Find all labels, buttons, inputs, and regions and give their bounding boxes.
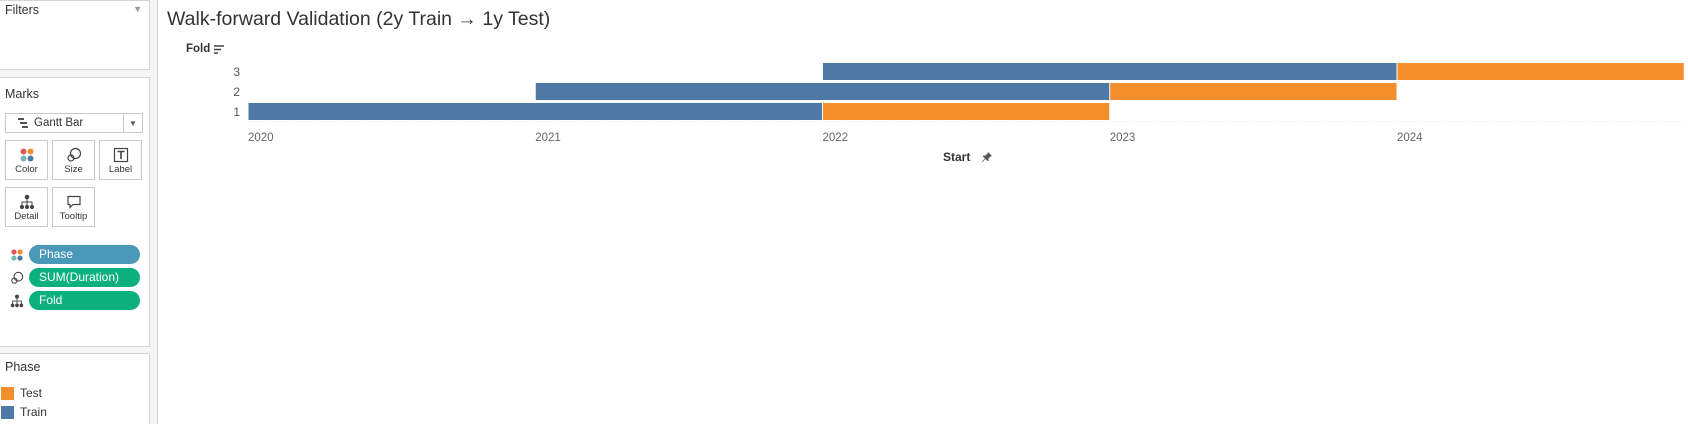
legend-item-test[interactable]: Test (0, 385, 150, 401)
sort-icon[interactable] (213, 44, 225, 56)
text-label-icon (100, 147, 141, 163)
legend-swatch (1, 387, 14, 400)
filters-card[interactable]: Filters ▼ (0, 0, 150, 70)
fold-row-label[interactable]: 3 (233, 65, 240, 79)
gantt-bar-fold-1-test[interactable] (823, 103, 1110, 120)
detail-button[interactable]: Detail (5, 187, 48, 227)
marks-pill-row: Phase (8, 245, 142, 265)
tooltip-icon (53, 194, 94, 210)
mark-type-label: Gantt Bar (34, 117, 84, 129)
size-icon (11, 271, 24, 284)
legend-item-train[interactable]: Train (0, 404, 150, 420)
chevron-down-icon[interactable]: ▼ (133, 4, 142, 14)
gantt-bar-icon (18, 118, 28, 128)
size-button-label: Size (64, 164, 83, 175)
fold-row-label[interactable]: 2 (233, 85, 240, 99)
x-tick-label: 2023 (1110, 132, 1136, 144)
legend-item-label: Train (20, 405, 47, 419)
gantt-bar-fold-2-train[interactable] (535, 83, 1110, 100)
gantt-bar-fold-3-train[interactable] (823, 63, 1397, 80)
detail-icon (6, 194, 47, 210)
color-icon (6, 147, 47, 163)
mark-type-dropdown[interactable]: Gantt Bar ▼ (5, 113, 143, 133)
fold-row-label[interactable]: 1 (233, 105, 240, 119)
phase-pill[interactable]: Phase (29, 245, 140, 264)
filters-title: Filters (5, 3, 40, 17)
legend-item-label: Test (20, 386, 43, 400)
fold-row-header[interactable]: Fold (186, 43, 211, 55)
label-button-label: Label (108, 164, 133, 175)
left-panel: Filters ▼ Marks Gantt Bar ▼ Color (0, 0, 158, 424)
tooltip-button[interactable]: Tooltip (52, 187, 95, 227)
size-icon (53, 147, 94, 163)
view-title: Walk-forward Validation (2y Train → 1y T… (167, 8, 551, 30)
sum-duration-pill[interactable]: SUM(Duration) (29, 268, 140, 287)
x-tick-label: 2022 (823, 132, 849, 144)
color-button[interactable]: Color (5, 140, 48, 180)
marks-title: Marks (5, 87, 40, 101)
x-tick-label: 2024 (1397, 132, 1423, 144)
detail-button-label: Detail (14, 211, 39, 222)
phase-legend-card: Phase (0, 353, 150, 424)
chevron-down-icon[interactable]: ▼ (123, 114, 142, 132)
fold-pill[interactable]: Fold (29, 291, 140, 310)
color-icon (11, 249, 23, 261)
x-tick-label: 2021 (535, 132, 561, 144)
pin-icon[interactable] (981, 151, 993, 163)
gantt-bar-fold-2-test[interactable] (1110, 83, 1397, 100)
size-button[interactable]: Size (52, 140, 95, 180)
marks-pill-row: SUM(Duration) (8, 268, 142, 288)
label-button[interactable]: Label (99, 140, 142, 180)
marks-pill-row: Fold (8, 291, 142, 311)
x-axis-title[interactable]: Start (943, 150, 971, 164)
legend-swatch (1, 406, 14, 419)
color-button-label: Color (15, 164, 38, 175)
legend-title: Phase (5, 360, 41, 374)
detail-icon (10, 294, 24, 308)
tooltip-button-label: Tooltip (59, 211, 88, 222)
gantt-bar-fold-1-train[interactable] (248, 103, 823, 120)
x-tick-label: 2020 (248, 132, 274, 144)
gantt-bar-fold-3-test[interactable] (1397, 63, 1684, 80)
